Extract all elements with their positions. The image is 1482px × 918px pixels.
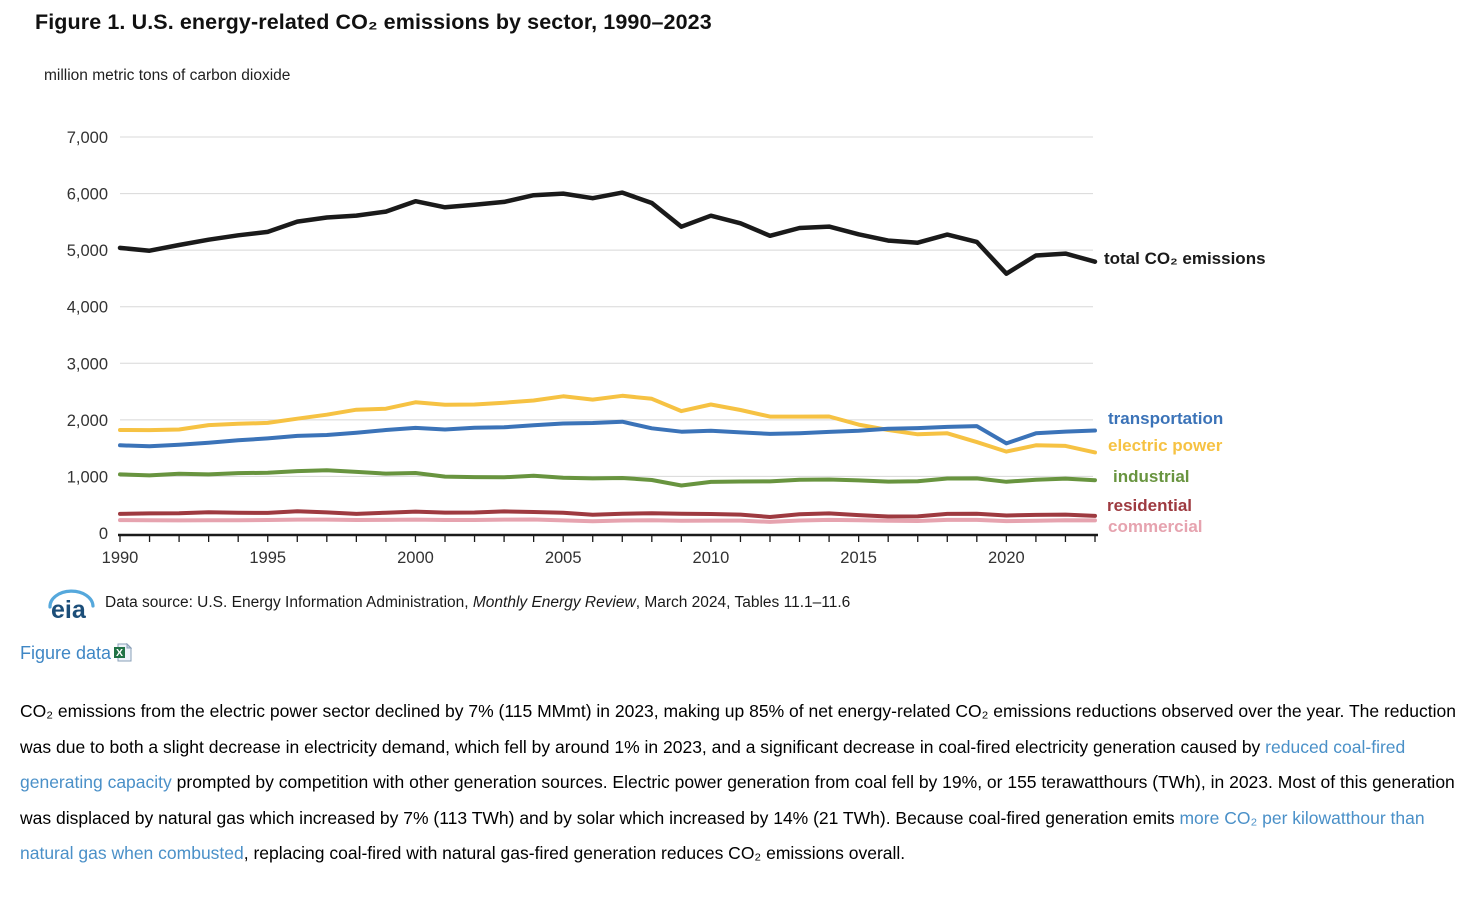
line-label-commercial: commercial (1108, 517, 1203, 536)
line-label-industrial: industrial (1113, 467, 1190, 486)
svg-text:3,000: 3,000 (67, 355, 108, 373)
eia-logo-text: eia (51, 596, 87, 624)
line-label-residential: residential (1107, 496, 1193, 515)
line-label-electric-power: electric power (1108, 436, 1223, 455)
data-source-text: Data source: U.S. Energy Information Adm… (105, 594, 850, 612)
figure-data-link[interactable]: Figure data (20, 643, 112, 663)
svg-text:7,000: 7,000 (67, 129, 108, 147)
paragraph-segment: CO₂ emissions from the electric power se… (20, 701, 1456, 757)
svg-text:0: 0 (99, 525, 108, 543)
svg-text:2,000: 2,000 (67, 412, 108, 430)
figure-data-row: Figure data X (20, 642, 133, 667)
svg-text:2005: 2005 (545, 549, 582, 567)
paragraph-segment: , replacing coal-fired with natural gas-… (243, 843, 906, 863)
chart-area: 0 1,000 2,000 3,000 4,000 5,000 6,000 7,000 1990… (67, 129, 1266, 567)
svg-text:1995: 1995 (249, 549, 286, 567)
eia-logo: eia (48, 589, 95, 624)
link-reduced-coal-capacity[interactable]: reduced coal-fired generating capacity (20, 736, 1406, 793)
link-more-co2-per-kwh[interactable]: more CO₂ per kilowatthour than natural g… (20, 807, 1425, 864)
svg-text:4,000: 4,000 (67, 299, 108, 317)
svg-text:2010: 2010 (693, 549, 730, 567)
svg-text:1,000: 1,000 (67, 468, 108, 486)
excel-file-icon[interactable]: X (113, 642, 133, 667)
source-suffix: , March 2024, Tables 11.1–11.6 (635, 594, 851, 611)
emissions-line-chart: 0 1,000 2,000 3,000 4,000 5,000 6,000 7,000 1990… (67, 129, 1098, 567)
svg-text:2015: 2015 (840, 549, 877, 567)
svg-text:2000: 2000 (397, 549, 434, 567)
paragraph-segment: prompted by competition with other gener… (20, 772, 1455, 828)
analysis-paragraph: CO₂ emissions from the electric power se… (20, 694, 1470, 872)
svg-text:5,000: 5,000 (67, 242, 108, 260)
line-label-total-co2-emissions: total CO₂ emissions (1104, 249, 1266, 268)
svg-text:2020: 2020 (988, 549, 1025, 567)
svg-text:6,000: 6,000 (67, 186, 108, 204)
source-prefix: Data source: U.S. Energy Information Adm… (105, 594, 473, 611)
source-publication: Monthly Energy Review (472, 594, 636, 611)
svg-text:X: X (116, 647, 123, 659)
line-label-transportation: transportation (1108, 409, 1224, 428)
units-label: million metric tons of carbon dioxide (44, 67, 291, 84)
figure-title: Figure 1. U.S. energy-related CO₂ emissi… (35, 10, 712, 34)
svg-text:1990: 1990 (102, 549, 139, 567)
